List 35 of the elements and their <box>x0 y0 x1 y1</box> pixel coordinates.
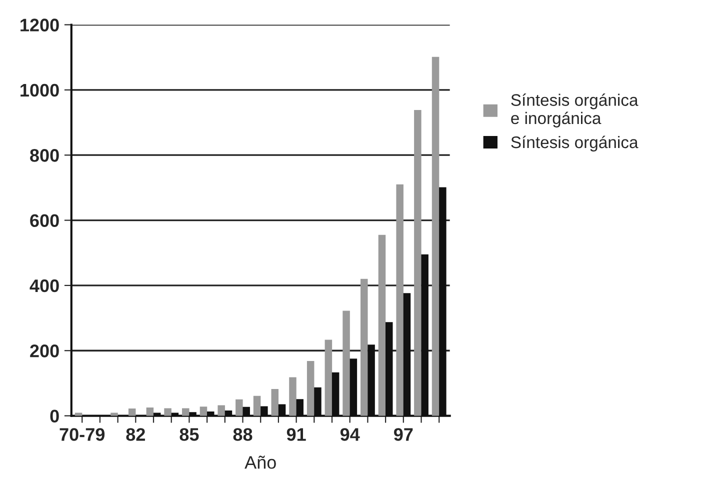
y-tick-label: 1200 <box>20 18 59 32</box>
x-tick-label: 82 <box>126 428 145 441</box>
y-tick-label: 1000 <box>20 84 59 97</box>
x-tick-label: 70-79 <box>60 428 105 441</box>
bar <box>306 360 314 416</box>
legend-label: Síntesis orgánica e inorgánica <box>511 94 638 128</box>
x-tick-label: 97 <box>394 428 413 441</box>
bar <box>146 408 154 416</box>
bar <box>396 184 404 416</box>
bar <box>128 408 136 416</box>
bar <box>218 405 225 416</box>
bar <box>360 278 368 416</box>
y-tick-label: 600 <box>30 214 59 227</box>
legend-label: Síntesis orgánica <box>511 136 638 152</box>
x-tick-label: 91 <box>286 428 306 441</box>
y-tick-label: 0 <box>50 410 59 423</box>
bar <box>271 388 279 416</box>
bar <box>164 408 172 416</box>
bar <box>289 377 296 416</box>
bar <box>236 399 243 416</box>
x-tick-label: 88 <box>233 428 252 441</box>
x-tick-label: 85 <box>180 428 199 441</box>
y-tick-label: 800 <box>30 149 59 162</box>
y-tick-label: 200 <box>30 344 59 358</box>
bar <box>432 56 440 416</box>
bar <box>200 406 208 416</box>
x-axis-title: Año <box>244 456 276 469</box>
y-tick-label: 400 <box>30 279 59 292</box>
x-tick-label: 94 <box>340 428 360 441</box>
bar <box>253 396 261 416</box>
bar <box>182 408 190 416</box>
bar <box>342 310 350 416</box>
bar <box>414 110 422 416</box>
bar <box>324 340 332 416</box>
bar <box>378 234 386 416</box>
